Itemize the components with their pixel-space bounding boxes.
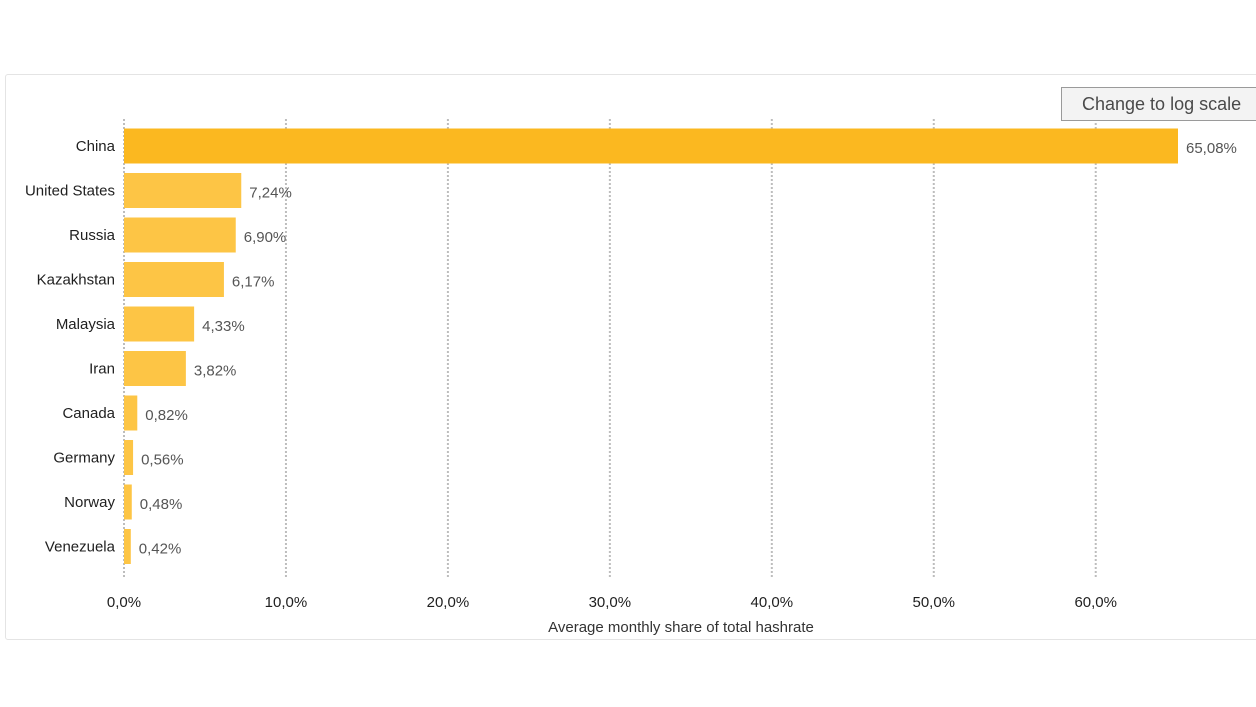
x-axis-label: Average monthly share of total hashrate bbox=[548, 619, 814, 636]
category-label: Norway bbox=[64, 494, 115, 511]
category-label: Venezuela bbox=[45, 539, 116, 556]
category-label: China bbox=[76, 138, 116, 155]
category-label: Kazakhstan bbox=[37, 272, 115, 289]
category-label: United States bbox=[25, 183, 115, 200]
value-label: 3,82% bbox=[194, 363, 237, 380]
x-tick-label: 30,0% bbox=[589, 594, 632, 611]
value-label: 7,24% bbox=[249, 185, 292, 202]
value-label: 0,56% bbox=[141, 452, 184, 469]
value-label: 6,17% bbox=[232, 274, 275, 291]
value-label: 0,82% bbox=[145, 407, 188, 424]
bar[interactable] bbox=[124, 306, 195, 342]
bar[interactable] bbox=[124, 440, 134, 475]
chart-panel bbox=[5, 74, 1256, 640]
x-tick-label: 10,0% bbox=[265, 594, 308, 611]
category-label: Germany bbox=[53, 450, 115, 467]
log-scale-button[interactable]: Change to log scale bbox=[1061, 87, 1256, 121]
x-tick-label: 60,0% bbox=[1074, 594, 1117, 611]
category-labels: China United States Russia Kazakhstan Malays… bbox=[25, 138, 116, 556]
bar[interactable] bbox=[124, 262, 224, 297]
x-tick-label: 20,0% bbox=[427, 594, 470, 611]
bar[interactable] bbox=[124, 173, 242, 208]
bar[interactable] bbox=[124, 351, 186, 386]
bar[interactable] bbox=[124, 529, 131, 564]
x-tick-label: 40,0% bbox=[751, 594, 794, 611]
value-label: 65,08% bbox=[1186, 140, 1237, 157]
x-tick-labels: 0,0% 10,0% 20,0% 30,0% 40,0% 50,0% 60,0% bbox=[107, 594, 1117, 611]
bar[interactable] bbox=[124, 395, 138, 431]
x-tick-label: 0,0% bbox=[107, 594, 141, 611]
value-label: 0,42% bbox=[139, 541, 182, 558]
x-tick-label: 50,0% bbox=[912, 594, 955, 611]
bar[interactable] bbox=[124, 484, 132, 520]
bars bbox=[124, 128, 1178, 564]
value-labels: 65,08% 7,24% 6,90% 6,17% 4,33% 3,82% 0,82% 0,56… bbox=[139, 140, 1237, 558]
category-label: Iran bbox=[89, 361, 115, 378]
value-label: 4,33% bbox=[202, 318, 245, 335]
value-label: 0,48% bbox=[140, 496, 183, 513]
category-label: Russia bbox=[69, 227, 116, 244]
bar[interactable] bbox=[124, 217, 236, 253]
bar[interactable] bbox=[124, 128, 1178, 164]
value-label: 6,90% bbox=[244, 229, 287, 246]
category-label: Canada bbox=[62, 405, 115, 422]
category-label: Malaysia bbox=[56, 316, 116, 333]
